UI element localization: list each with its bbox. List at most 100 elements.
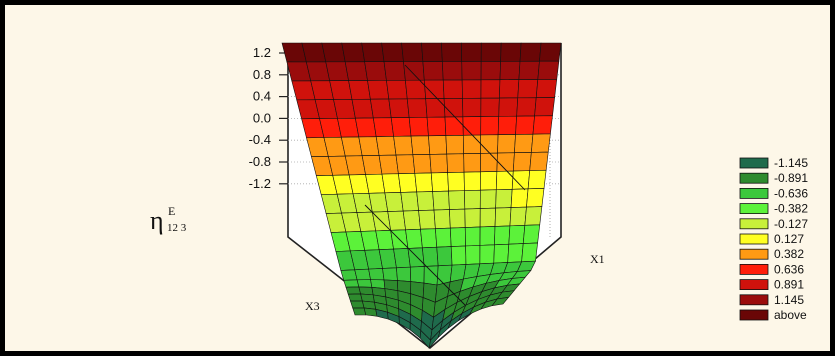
legend: -1.145-0.891-0.636 -0.382-0.1270.1270.382… bbox=[739, 156, 808, 322]
surface-cell bbox=[448, 190, 466, 210]
legend-label: 0.636 bbox=[774, 262, 804, 276]
x1-axis-label: X1 bbox=[590, 252, 605, 266]
surface-cell bbox=[508, 225, 526, 245]
surface-cell bbox=[498, 97, 519, 117]
legend-swatch bbox=[739, 203, 769, 215]
surface-cell bbox=[361, 155, 383, 175]
surface-cell bbox=[495, 170, 514, 191]
surface-cell bbox=[537, 60, 560, 80]
surface-cell bbox=[405, 228, 423, 249]
surface-cell bbox=[356, 279, 373, 288]
z-axis-superscript: E bbox=[168, 204, 176, 218]
surface-cell bbox=[494, 207, 512, 227]
surface-cell bbox=[337, 117, 360, 138]
surface-cell bbox=[497, 115, 517, 136]
legend-swatch bbox=[739, 279, 769, 291]
surface-cell bbox=[493, 243, 510, 264]
surface-cell bbox=[539, 42, 562, 62]
surface-cell bbox=[509, 206, 527, 227]
surface-cell bbox=[401, 42, 424, 62]
legend-swatch bbox=[739, 172, 769, 184]
surface-cell bbox=[410, 266, 425, 284]
surface-cell bbox=[499, 79, 520, 99]
surface-cell bbox=[535, 79, 558, 98]
surface-cell bbox=[355, 117, 377, 138]
surface-cell bbox=[418, 209, 436, 230]
surface-cell bbox=[491, 296, 510, 307]
legend-swatch bbox=[739, 309, 769, 321]
surface-cell bbox=[480, 42, 502, 62]
surface-cell bbox=[406, 98, 428, 118]
surface-cell bbox=[423, 265, 439, 286]
surface-cell bbox=[372, 117, 394, 137]
surface-cell bbox=[398, 173, 418, 193]
surface-cell bbox=[367, 80, 390, 100]
surface-cell bbox=[446, 153, 465, 173]
surface-cell bbox=[500, 42, 522, 62]
legend-label: -0.382 bbox=[774, 202, 808, 216]
legend-swatch bbox=[739, 294, 769, 306]
surface-cell bbox=[480, 171, 498, 191]
x3-axis-label: X3 bbox=[305, 299, 320, 313]
surface-cell bbox=[442, 61, 463, 81]
surface-cell bbox=[352, 307, 367, 316]
surface-cell bbox=[461, 79, 482, 99]
surface-cell bbox=[480, 152, 498, 173]
surface-cell bbox=[442, 79, 463, 99]
surface-cell bbox=[364, 61, 387, 81]
surface-cell bbox=[368, 192, 389, 213]
z-axis-label: η E 12 3 bbox=[150, 200, 210, 240]
plot-box-outline bbox=[287, 43, 562, 350]
legend-label: 0.891 bbox=[774, 278, 804, 292]
surface-cell bbox=[365, 173, 386, 194]
surface-cell bbox=[383, 61, 406, 81]
surface-cell bbox=[516, 97, 537, 117]
surface-cell bbox=[433, 209, 451, 229]
surface-cell bbox=[347, 293, 363, 302]
surface-cell bbox=[382, 267, 398, 281]
surface-diagonal bbox=[404, 64, 526, 191]
z-axis-subscript: 12 3 bbox=[167, 222, 187, 234]
surface-cell bbox=[464, 226, 481, 247]
surface-cell bbox=[464, 189, 481, 210]
legend-label: 0.382 bbox=[774, 247, 804, 261]
surface-cell bbox=[447, 171, 465, 192]
surface-cell bbox=[381, 173, 402, 194]
surface-cell bbox=[384, 192, 404, 212]
legend-swatch bbox=[739, 157, 769, 169]
surface-cell bbox=[526, 188, 545, 208]
surface-cell bbox=[519, 42, 542, 62]
z-tick-label: 0.4 bbox=[253, 89, 271, 104]
surface-cell bbox=[532, 115, 553, 135]
surface-cell bbox=[497, 134, 516, 154]
legend-swatch bbox=[739, 263, 769, 275]
surface-cell bbox=[534, 97, 555, 117]
surface-cell bbox=[507, 243, 524, 263]
surface-plot: 1.20.80.40.0-0.4-0.8-1.2 -1.145-0.891-0.… bbox=[249, 42, 808, 350]
legend-label: -0.891 bbox=[774, 171, 808, 185]
surface-cell bbox=[386, 79, 408, 100]
surface-cell bbox=[416, 191, 435, 211]
surface-cell bbox=[395, 154, 416, 175]
surface-cell bbox=[351, 98, 374, 119]
surface-cell bbox=[354, 268, 371, 281]
surface-cell bbox=[390, 117, 412, 137]
surface-cell bbox=[393, 248, 411, 269]
surface-cell bbox=[515, 115, 535, 135]
surface-cell bbox=[403, 61, 425, 81]
surface-cell bbox=[375, 136, 397, 156]
surface-cell bbox=[340, 269, 358, 281]
surface-cell bbox=[510, 188, 529, 208]
surface-cell bbox=[463, 171, 481, 191]
surface-cell bbox=[479, 207, 496, 228]
legend-label: 1.145 bbox=[774, 293, 804, 307]
legend-label: above bbox=[774, 308, 807, 322]
surface-cell bbox=[402, 210, 421, 231]
surface-cell bbox=[479, 226, 496, 246]
surface-cell bbox=[514, 133, 534, 154]
surface-cell bbox=[512, 152, 532, 172]
surface-cell bbox=[393, 135, 414, 156]
z-tick-label: 0.0 bbox=[253, 110, 271, 125]
surface-cell bbox=[381, 42, 404, 62]
